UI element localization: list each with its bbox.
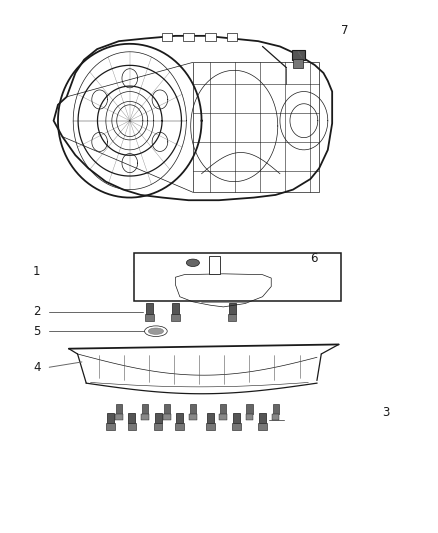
Bar	[141, 414, 149, 419]
Bar	[172, 303, 179, 314]
Bar	[229, 303, 236, 314]
Bar	[227, 33, 237, 41]
Bar	[193, 62, 319, 192]
Bar	[155, 413, 162, 423]
Bar	[162, 33, 172, 41]
Bar	[115, 414, 123, 419]
Bar	[207, 413, 214, 423]
Bar	[177, 413, 184, 423]
Bar	[206, 423, 215, 430]
Bar	[228, 314, 237, 321]
Bar	[246, 414, 253, 419]
Bar	[106, 423, 115, 430]
Bar	[154, 423, 162, 430]
Bar	[247, 405, 253, 414]
Text: 4: 4	[33, 361, 41, 374]
Bar	[134, 253, 341, 301]
Bar	[184, 33, 194, 41]
Bar	[163, 414, 171, 419]
Bar	[171, 314, 180, 321]
Bar	[292, 50, 305, 60]
Bar	[164, 405, 170, 414]
Text: 2: 2	[33, 305, 41, 318]
Text: 3: 3	[382, 406, 389, 419]
Text: 5: 5	[33, 325, 41, 338]
Bar	[127, 423, 136, 430]
Ellipse shape	[148, 328, 163, 334]
Bar	[176, 423, 184, 430]
Bar	[190, 405, 196, 414]
Bar	[272, 405, 279, 414]
Bar	[189, 414, 197, 419]
Bar	[107, 413, 114, 423]
Text: 7: 7	[341, 24, 348, 37]
Text: 6: 6	[311, 252, 318, 265]
Ellipse shape	[145, 326, 167, 336]
Bar	[205, 33, 215, 41]
Bar	[209, 256, 220, 274]
Ellipse shape	[186, 259, 199, 266]
Bar	[145, 314, 154, 321]
Bar	[259, 413, 266, 423]
Bar	[293, 59, 304, 68]
Bar	[128, 413, 135, 423]
Bar	[232, 423, 241, 430]
Bar	[219, 414, 227, 419]
Bar	[233, 413, 240, 423]
Text: 1: 1	[33, 265, 41, 278]
Bar	[146, 303, 153, 314]
Bar	[220, 405, 226, 414]
Bar	[116, 405, 122, 414]
Bar	[142, 405, 148, 414]
Bar	[258, 423, 267, 430]
Bar	[272, 414, 279, 419]
